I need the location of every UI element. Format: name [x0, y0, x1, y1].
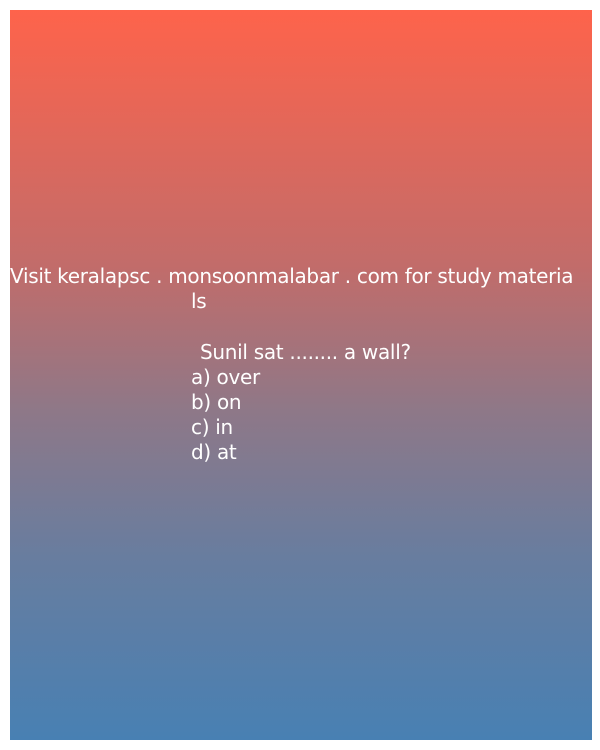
option-b: b) on — [191, 390, 242, 414]
option-a: a) over — [191, 365, 260, 389]
promo-text-line1: Visit keralapsc . monsoonmalabar . com f… — [10, 264, 574, 288]
promo-text-line2: ls — [191, 289, 207, 313]
option-d: d) at — [191, 440, 237, 464]
option-c: c) in — [191, 415, 233, 439]
question-card: Visit keralapsc . monsoonmalabar . com f… — [10, 10, 592, 740]
question-text: Sunil sat ........ a wall? — [200, 340, 411, 364]
